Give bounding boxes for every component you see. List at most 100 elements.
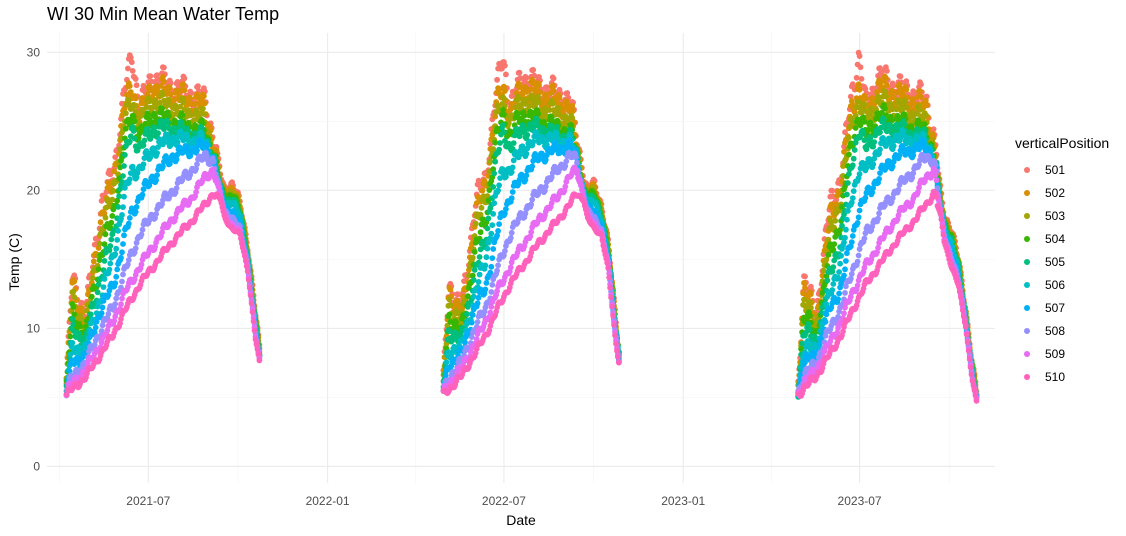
data-point: [447, 286, 454, 293]
data-point: [556, 94, 563, 101]
data-point: [871, 139, 878, 146]
data-point: [114, 237, 121, 243]
data-point: [496, 146, 502, 153]
data-point: [535, 94, 541, 100]
data-point: [187, 112, 194, 119]
data-point: [132, 245, 139, 252]
data-point: [173, 156, 180, 163]
data-point: [883, 93, 889, 100]
data-point: [484, 245, 491, 252]
data-point: [476, 254, 483, 260]
data-point: [496, 221, 502, 228]
data-point: [482, 286, 489, 293]
data-point: [102, 214, 109, 221]
data-point: [860, 130, 867, 137]
data-point: [523, 75, 530, 81]
data-point: [71, 278, 78, 285]
data-point: [146, 98, 153, 105]
data-point: [471, 249, 478, 255]
data-point: [138, 261, 145, 268]
data-point: [536, 82, 542, 88]
data-point: [490, 246, 497, 252]
data-point: [119, 249, 125, 256]
data-point: [126, 215, 133, 221]
data-point: [70, 321, 77, 328]
data-point: [487, 309, 494, 316]
data-point: [903, 86, 910, 93]
data-point: [133, 82, 140, 89]
data-point: [482, 262, 489, 269]
data-point: [114, 197, 121, 204]
data-point: [123, 110, 129, 117]
data-point: [153, 211, 160, 217]
data-point: [140, 161, 147, 168]
data-point: [918, 81, 924, 88]
data-point: [238, 235, 244, 242]
data-point: [112, 251, 119, 258]
data-point: [119, 295, 125, 302]
data-point: [90, 258, 97, 265]
data-point: [846, 134, 852, 141]
data-point: [500, 106, 506, 113]
data-point: [245, 276, 252, 283]
data-point: [888, 101, 895, 108]
data-point: [194, 161, 200, 168]
data-point: [148, 133, 155, 140]
data-point: [921, 121, 928, 128]
data-point: [534, 117, 540, 124]
data-point: [479, 187, 486, 194]
data-point: [132, 209, 139, 215]
data-point: [489, 281, 496, 288]
data-point: [614, 347, 620, 354]
data-point: [96, 240, 103, 247]
data-point: [100, 284, 107, 290]
data-point: [903, 104, 910, 111]
data-point: [483, 280, 490, 286]
data-point: [120, 204, 126, 211]
data-point: [605, 265, 612, 271]
data-point: [161, 78, 167, 85]
chart-title: WI 30 Min Mean Water Temp: [47, 4, 279, 24]
data-point: [553, 131, 560, 137]
data-point: [179, 112, 186, 119]
data-point: [131, 103, 138, 109]
data-point: [567, 139, 574, 146]
data-point: [254, 346, 261, 353]
data-point: [524, 132, 531, 138]
data-point: [849, 162, 856, 169]
data-point: [842, 234, 848, 241]
data-point: [478, 204, 485, 211]
data-point: [831, 241, 838, 248]
data-point: [549, 100, 556, 107]
data-point: [849, 195, 856, 202]
data-point: [608, 294, 614, 301]
data-point: [845, 208, 851, 214]
data-point: [142, 120, 149, 127]
data-point: [243, 263, 250, 269]
data-point: [121, 232, 127, 239]
data-point: [115, 204, 121, 210]
data-point: [882, 105, 888, 112]
data-point: [101, 258, 108, 264]
data-point: [802, 273, 808, 280]
data-point: [69, 339, 76, 346]
data-point: [132, 76, 139, 82]
data-point: [446, 328, 453, 335]
data-point: [509, 164, 516, 171]
data-point: [884, 82, 890, 89]
data-point: [255, 351, 262, 358]
data-point: [488, 304, 495, 310]
data-point: [159, 105, 165, 112]
data-point: [123, 125, 129, 132]
data-point: [120, 173, 126, 179]
data-point: [806, 322, 812, 328]
data-point: [200, 105, 206, 112]
data-point: [256, 357, 263, 364]
data-point: [122, 152, 128, 158]
data-point: [475, 279, 482, 285]
data-point: [548, 114, 555, 121]
data-point: [807, 327, 813, 333]
data-point: [118, 254, 124, 261]
data-point: [181, 75, 188, 82]
data-point: [246, 284, 253, 291]
